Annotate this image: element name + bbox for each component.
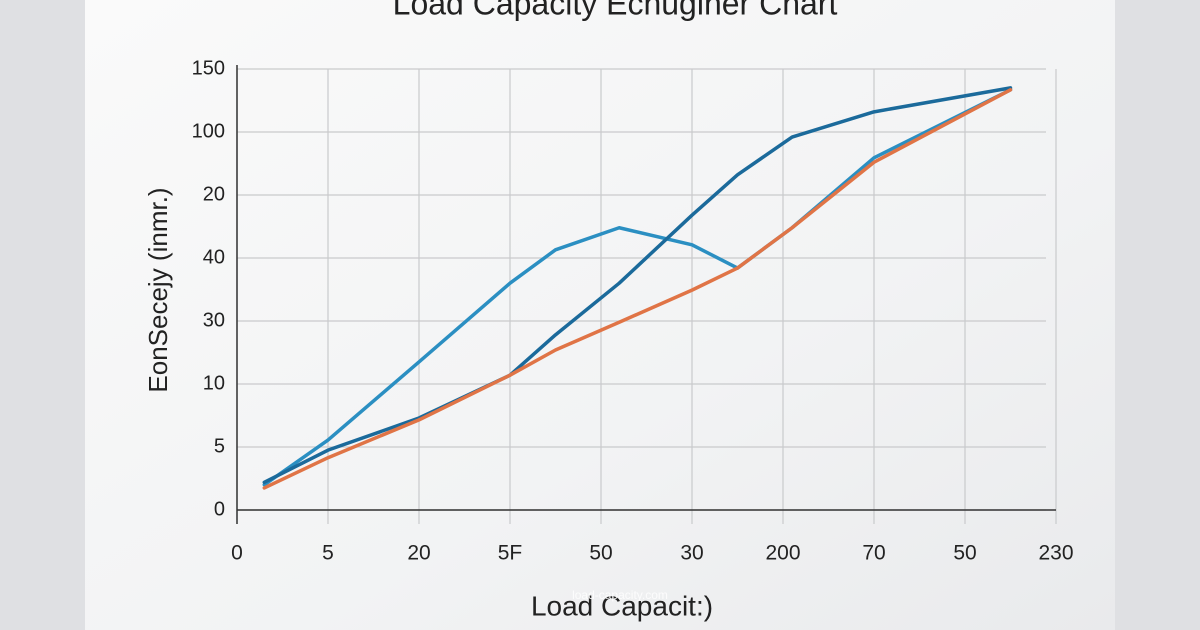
y-tick-label: 150 <box>192 57 225 79</box>
y-tick-label: 100 <box>192 120 225 142</box>
y-tick-label: 20 <box>203 183 225 205</box>
x-tick-label: 200 <box>765 542 800 565</box>
y-tick-label: 10 <box>203 372 225 394</box>
x-tick-label: 230 <box>1038 542 1073 565</box>
y-tick-label: 0 <box>214 498 225 520</box>
x-tick-label: 0 <box>231 542 243 565</box>
x-tick-label: 50 <box>953 542 976 565</box>
y-axis-label: EonSecejy (inmr.) <box>143 187 173 392</box>
x-tick-label: 50 <box>589 542 612 565</box>
watermark: load-capacity.com <box>572 588 668 602</box>
x-axis-label: Load Capacit:) <box>531 590 713 621</box>
x-tick-label: 20 <box>407 542 430 565</box>
x-tick-label: 5F <box>498 542 523 565</box>
y-tick-label: 40 <box>203 246 225 268</box>
x-tick-label: 5 <box>322 542 334 565</box>
chart-title: Load Capacity Echugiher Chart <box>393 0 838 21</box>
data-line <box>262 88 1013 490</box>
x-tick-label: 70 <box>862 542 885 565</box>
paper <box>85 0 1115 630</box>
data-line <box>262 86 1013 485</box>
y-tick-label: 30 <box>203 309 225 331</box>
y-tick-label: 5 <box>214 435 225 457</box>
x-tick-label: 30 <box>680 542 703 565</box>
